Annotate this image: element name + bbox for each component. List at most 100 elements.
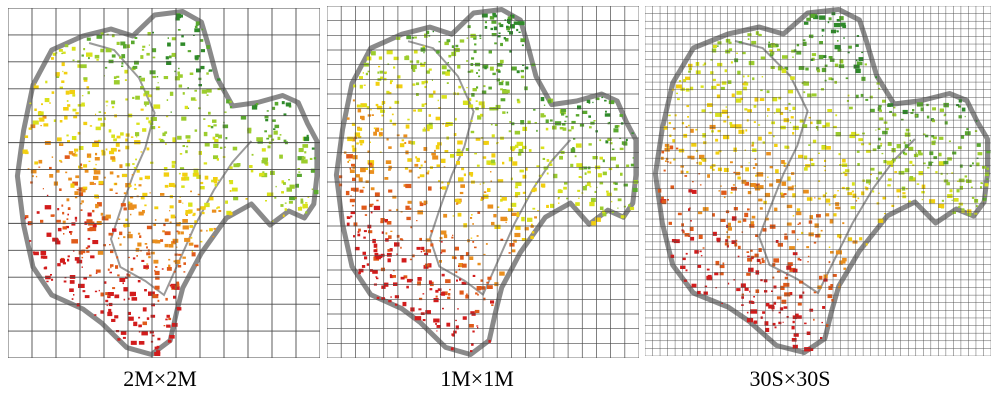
land-patch [141,331,148,336]
land-patch [457,148,461,153]
land-patch [123,236,126,239]
land-patch [866,179,871,184]
land-patch [489,66,494,71]
land-patch [733,171,736,174]
land-patch [71,222,76,226]
land-patch [669,161,672,164]
land-patch [164,243,169,248]
land-patch [613,128,619,133]
land-patch [751,215,756,219]
land-patch [774,143,778,147]
land-patch [521,238,527,242]
land-patch [500,88,503,91]
land-patch [698,161,702,165]
land-patch [95,203,99,209]
land-patch [366,56,372,61]
land-patch [542,185,546,188]
land-patch [787,176,791,181]
land-patch [908,146,914,151]
land-patch [491,33,497,37]
land-patch [982,166,987,169]
land-patch [420,63,426,67]
land-patch [959,164,963,168]
land-patch [146,317,150,320]
land-patch [902,192,906,195]
land-patch [414,163,419,167]
land-patch [887,184,891,187]
land-patch [835,206,839,210]
land-patch [56,169,60,173]
land-patch [87,91,90,95]
land-patch [505,38,509,42]
land-patch [451,45,454,48]
land-patch [133,321,138,327]
land-patch [378,56,383,60]
land-patch [499,24,504,28]
land-patch [483,253,486,256]
land-patch [301,159,308,164]
land-patch [918,152,923,156]
land-patch [780,285,785,290]
land-patch [288,200,293,204]
land-patch [747,33,752,36]
land-patch [835,250,842,255]
land-patch [152,31,154,34]
land-patch [161,268,164,270]
land-patch [870,167,875,171]
land-patch [728,48,733,51]
land-patch [392,122,397,126]
land-patch [832,274,837,277]
land-patch [281,191,284,194]
land-patch [625,138,628,142]
land-patch [484,26,488,29]
land-patch [789,110,791,112]
land-patch [412,69,416,72]
land-patch [201,28,204,31]
land-patch [425,249,432,253]
land-patch [717,129,721,133]
land-patch [359,139,365,144]
land-patch [165,318,168,321]
land-patch [423,52,425,54]
land-patch [690,236,695,241]
land-patch [478,69,480,72]
land-patch [367,160,375,165]
land-patch [372,168,375,171]
land-patch [98,180,104,184]
land-patch [509,243,515,247]
land-patch [463,91,466,93]
land-patch [766,152,771,156]
land-patch [455,319,457,322]
land-patch [922,133,926,136]
land-patch [948,140,951,142]
land-patch [487,204,494,209]
land-patch [694,250,699,254]
land-patch [83,77,88,80]
land-patch [441,95,447,99]
land-patch [719,264,725,269]
land-patch [417,108,423,112]
land-patch [491,153,496,158]
land-patch [557,189,563,194]
land-patch [94,314,97,316]
land-patch [63,280,67,283]
land-patch [744,287,749,291]
land-patch [807,261,809,263]
land-patch [767,176,769,178]
land-patch [399,143,405,148]
land-patch [726,235,731,239]
land-patch [76,189,79,191]
land-patch [179,196,181,198]
land-patch [438,180,441,182]
land-patch [420,164,423,167]
land-patch [40,255,46,259]
land-patch [144,243,148,245]
land-patch [476,325,479,327]
land-patch [63,233,65,235]
land-patch [613,187,618,191]
land-patch [747,258,753,262]
land-patch [779,111,784,115]
land-patch [717,45,719,47]
land-patch [353,235,355,238]
land-patch [710,59,713,61]
